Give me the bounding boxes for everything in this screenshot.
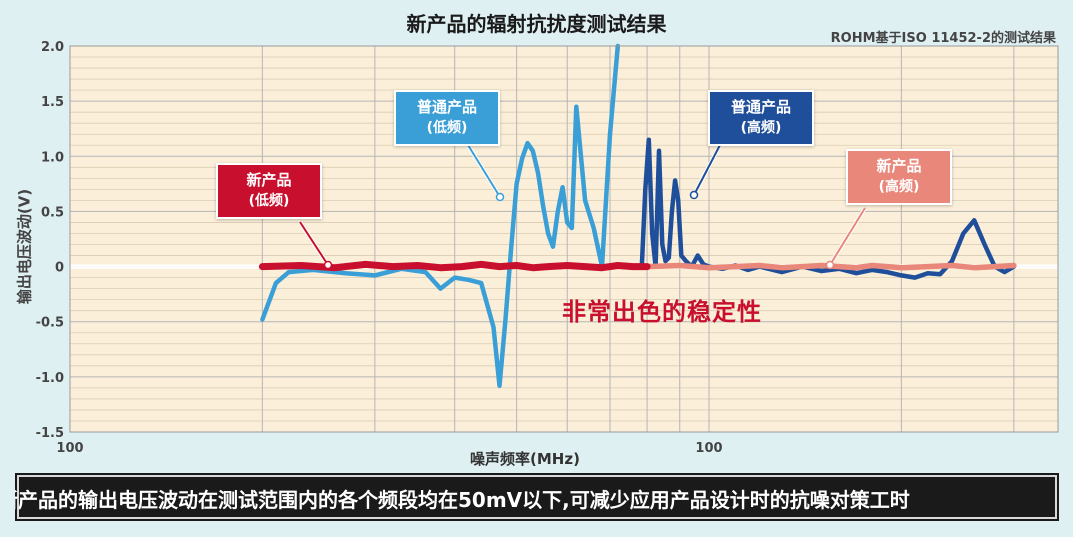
pointer-line [467,144,501,198]
summary-text: 新产品的输出电压波动在测试范围内的各个频段均在50mV以下,可减少应用产品设计时… [15,488,910,512]
series-line-3 [644,262,1017,271]
pointer-dot [689,190,699,200]
callout-line1: 普通产品 [416,98,477,116]
series-line-0 [260,43,621,388]
x-axis-label: 噪声频率(MHz) [470,450,580,468]
y-tick-label: 0 [55,261,64,276]
pointer-line [299,221,329,266]
pointer-line [829,207,866,266]
callout-line1: 普通产品 [730,98,791,116]
summary-banner: 新产品的输出电压波动在测试范围内的各个频段均在50mV以下,可减少应用产品设计时… [15,473,1059,521]
axes: -1.5 -1.0 -0.5 0 0.5 1.0 1.5 2.0 100 100 [36,40,1059,456]
callout-line2: (低频) [248,193,290,209]
y-tick-label: -1.0 [36,371,64,386]
callout-new-product-low: 新产品 (低频) [216,163,322,219]
source-note: ROHM基于ISO 11452-2的测试结果 [830,31,1056,46]
banner-border [17,475,1057,519]
callout-line1: 新产品 [246,171,292,189]
pointer-line [693,144,721,196]
pointer-dot [495,192,505,202]
y-tick-label: 1.5 [41,95,64,110]
plot-area [70,46,1058,432]
callout-line1: 新产品 [876,157,922,175]
y-tick-label: -0.5 [36,316,64,331]
series-line-2 [258,260,651,272]
x-tick-label: 100 [695,441,722,456]
callout-line2: (低频) [426,120,468,136]
x-tick-label: 100 [56,441,83,456]
callout-conventional-high: 普通产品 (高频) [708,90,814,146]
pointer-dot [825,260,835,270]
callout-conventional-low: 普通产品 (低频) [394,90,500,146]
callout-new-product-high: 新产品 (高频) [846,149,952,205]
series-lines [258,43,1017,388]
y-tick-label: -1.5 [36,426,64,441]
y-axis-label: 输出电压波动(V) [15,188,34,305]
plot-frame [69,45,1059,433]
y-tick-label: 1.0 [41,150,64,165]
chart-title: 新产品的辐射抗扰度测试结果 [406,12,667,36]
y-tick-label: 2.0 [41,40,64,55]
y-tick-label: 0.5 [41,205,64,220]
pointer-dot [323,260,333,270]
callout-pointers [298,143,867,270]
callout-line2: (高频) [878,179,920,195]
stability-annotation: 非常出色的稳定性 [562,298,762,326]
callout-line2: (高频) [740,120,782,136]
